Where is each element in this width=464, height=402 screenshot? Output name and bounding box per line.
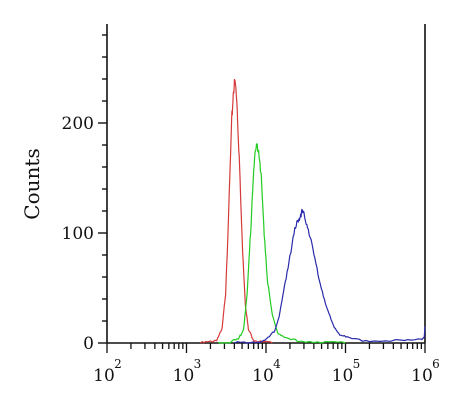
- x-ticks: [106, 343, 426, 353]
- x-tick-exponent: 2: [114, 357, 122, 371]
- series-line: [234, 208, 426, 344]
- y-tick-label: 100: [62, 224, 94, 244]
- y-axis-label: Counts: [20, 148, 44, 219]
- y-ticks: [98, 34, 107, 344]
- y-tick-label: 0: [83, 334, 94, 354]
- x-tick-exponent: 6: [432, 357, 440, 371]
- x-tick-exponent: 5: [353, 357, 361, 371]
- y-tick-label: 200: [62, 114, 94, 134]
- x-tick-label: 10: [332, 366, 354, 386]
- y-tick-labels: 0 100 200: [62, 114, 94, 354]
- series-line: [217, 143, 346, 344]
- x-tick-exponent: 4: [273, 357, 281, 371]
- x-tick-label: 10: [173, 366, 195, 386]
- x-tick-label: 10: [411, 366, 433, 386]
- series-lines: [200, 78, 426, 344]
- x-tick-exponent: 3: [194, 357, 202, 371]
- x-tick-label: 10: [93, 366, 115, 386]
- series-line: [200, 78, 273, 344]
- x-tick-label: 10: [252, 366, 274, 386]
